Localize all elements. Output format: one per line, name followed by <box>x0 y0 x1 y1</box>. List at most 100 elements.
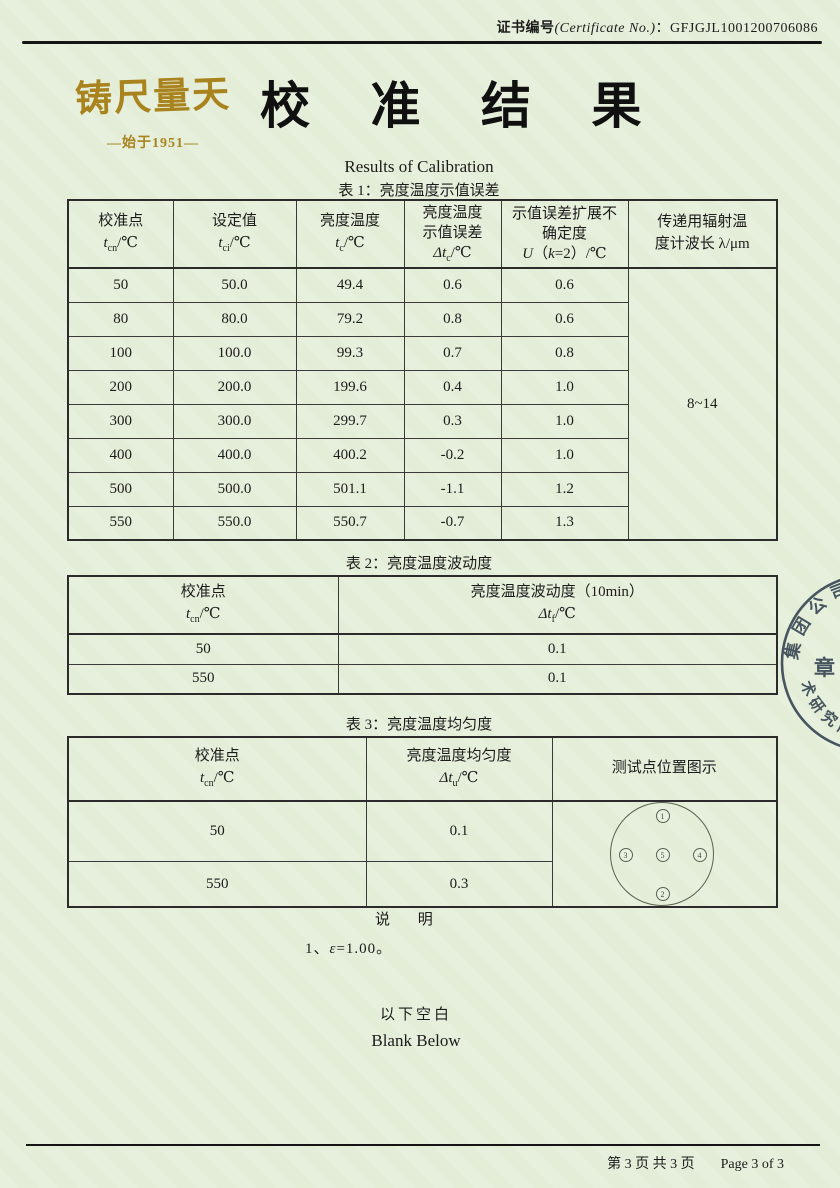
organization-logo: 铸尺量天 —始于1951— <box>68 66 238 152</box>
test-point-diagram-cell: 1 3 5 4 2 <box>551 800 778 908</box>
test-point-bottom: 2 <box>655 887 670 901</box>
table-cell: 80 <box>67 301 174 337</box>
table-cell: 0.6 <box>403 267 502 303</box>
table-cell: 1.2 <box>500 471 629 507</box>
header-symbol: tcn/℃ <box>185 606 221 626</box>
header-line: 亮度温度 <box>422 204 483 221</box>
table1-header-row: 校准点 tcn/℃ 设定值 tci/℃ 亮度温度 tc/℃ 亮度温度 示值误差 … <box>67 199 778 269</box>
table-cell: 300 <box>67 403 174 439</box>
table-cell: -0.7 <box>403 505 502 541</box>
table-cell: 199.6 <box>295 369 405 405</box>
table-cell: 0.6 <box>500 267 629 303</box>
table-row: 300 300.0 299.7 0.3 1.0 <box>67 403 777 439</box>
table-cell: -0.2 <box>403 437 502 473</box>
logo-calligraphy: 铸尺量天 <box>74 74 232 121</box>
header-symbol: tcn/℃ <box>103 235 139 255</box>
t1-header-cal-point: 校准点 tcn/℃ <box>67 199 174 269</box>
t3-header-uniformity: 亮度温度均匀度 Δtu/℃ <box>365 736 553 802</box>
table-cell: 200.0 <box>172 369 297 405</box>
certificate-separator: ： <box>655 21 671 36</box>
t1-header-uncertainty: 示值误差扩展不 确定度 U（k=2）/℃ <box>500 199 629 269</box>
table-cell: 1.0 <box>500 369 629 405</box>
table-cell: 501.1 <box>295 471 405 507</box>
table-row: 200 200.0 199.6 0.4 1.0 <box>67 369 777 405</box>
table-cell: 0.8 <box>500 335 629 371</box>
table-row: 550 550.0 550.7 -0.7 1.3 <box>67 505 777 541</box>
certificate-number: GFJGJL1001200706086 <box>670 21 818 36</box>
header-line: 示值误差 <box>422 224 483 241</box>
stamp-graphic: 集团公司 术研究所 章 <box>780 577 840 748</box>
table-cell: 550 <box>67 861 367 908</box>
table-cell: 400.2 <box>295 437 405 473</box>
page-subtitle-en: Results of Calibration <box>344 157 494 176</box>
t3-header-test-point-diagram: 测试点位置图示 <box>551 736 778 802</box>
table-row: 400 400.0 400.2 -0.2 1.0 <box>67 437 777 473</box>
footer-page-cn: 第 3 页 共 3 页 <box>607 1157 695 1172</box>
table-row: 50 0.1 <box>67 633 778 665</box>
table-cell: 49.4 <box>295 267 405 303</box>
table-cell: 0.4 <box>403 369 502 405</box>
footer-page-number: 第 3 页 共 3 页 Page 3 of 3 <box>607 1153 784 1173</box>
table-cell: 0.7 <box>403 335 502 371</box>
header-line: 设定值 <box>211 213 257 230</box>
table-cell: 550.7 <box>295 505 405 541</box>
table-cell: 550 <box>67 663 339 695</box>
table-cell: 1.0 <box>500 437 629 473</box>
table-cell: 550 <box>67 505 174 541</box>
blank-below-section: 以下空白 Blank Below <box>330 1003 502 1051</box>
svg-text:集团公司: 集团公司 <box>781 577 840 662</box>
header-rule <box>22 41 822 44</box>
notes-item-1: 1、ε=1.00。 <box>305 941 393 957</box>
header-symbol: Δtc/℃ <box>433 245 472 264</box>
table-cell: 50 <box>67 800 367 863</box>
table-cell: 50 <box>67 267 174 303</box>
blank-below-cn: 以下空白 <box>379 1007 452 1023</box>
table-cell: 50.0 <box>172 267 297 303</box>
table-row: 50 0.1 1 3 5 4 2 <box>67 800 778 908</box>
t1-header-set-value: 设定值 tci/℃ <box>172 199 297 269</box>
blank-below-en: Blank Below <box>371 1031 461 1050</box>
table-cell: 200 <box>67 369 174 405</box>
header-line: 校准点 <box>194 748 240 765</box>
table-cell: 400.0 <box>172 437 297 473</box>
page-title: 校 准 结 果 <box>260 78 666 134</box>
table-row: 50 50.0 49.4 0.6 0.6 8~14 <box>67 267 778 541</box>
stamp-center-character: 章 <box>814 656 835 680</box>
table-cell: 0.1 <box>337 633 778 665</box>
table-cell: 50 <box>67 633 339 665</box>
header-symbol: tcn/℃ <box>199 770 235 790</box>
header-line: 传递用辐射温 <box>657 214 748 231</box>
table-row: 100 100.0 99.3 0.7 0.8 <box>67 335 777 371</box>
table-cell: 100 <box>67 335 174 371</box>
table2-header-row: 校准点 tcn/℃ 亮度温度波动度（10min） Δtf/℃ <box>67 575 778 635</box>
header-symbol: Δtf/℃ <box>538 606 576 626</box>
header-line: 校准点 <box>180 584 226 601</box>
header-line: 示值误差扩展不 <box>511 205 617 222</box>
test-point-right: 4 <box>692 848 707 862</box>
footer-page-en: Page 3 of 3 <box>720 1157 784 1172</box>
table-row: 550 0.1 <box>67 663 778 695</box>
test-point-left: 3 <box>618 848 633 862</box>
table-cell: 500 <box>67 471 174 507</box>
svg-text:术研究所: 术研究所 <box>797 678 840 741</box>
table2-caption: 表 2：亮度温度波动度 <box>345 556 493 572</box>
table-cell: 0.1 <box>365 800 553 863</box>
notes-title: 说 明 <box>375 912 445 928</box>
t3-header-cal-point: 校准点 tcn/℃ <box>67 736 367 802</box>
logo-since-text: —始于1951— <box>107 136 199 151</box>
t1-header-wavelength: 传递用辐射温 度计波长 λ/μm <box>627 199 778 269</box>
table-cell: 80.0 <box>172 301 297 337</box>
footer-rule <box>26 1144 820 1146</box>
test-point-top: 1 <box>655 809 670 823</box>
notes-section: 说 明 1、ε=1.00。 <box>305 908 445 958</box>
test-point-center: 5 <box>655 848 670 862</box>
header-line: 亮度温度 <box>319 213 380 230</box>
table-cell: 0.8 <box>403 301 502 337</box>
table3-header-row: 校准点 tcn/℃ 亮度温度均匀度 Δtu/℃ 测试点位置图示 <box>67 736 778 802</box>
t1-header-luminance-temp: 亮度温度 tc/℃ <box>295 199 405 269</box>
table3-caption: 表 3：亮度温度均匀度 <box>345 717 493 733</box>
table-cell: 79.2 <box>295 301 405 337</box>
certificate-label-cn: 证书编号 <box>496 21 555 36</box>
table-cell: 299.7 <box>295 403 405 439</box>
table2-fluctuation: 校准点 tcn/℃ 亮度温度波动度（10min） Δtf/℃ 50 0.1 550 0… <box>67 575 778 695</box>
